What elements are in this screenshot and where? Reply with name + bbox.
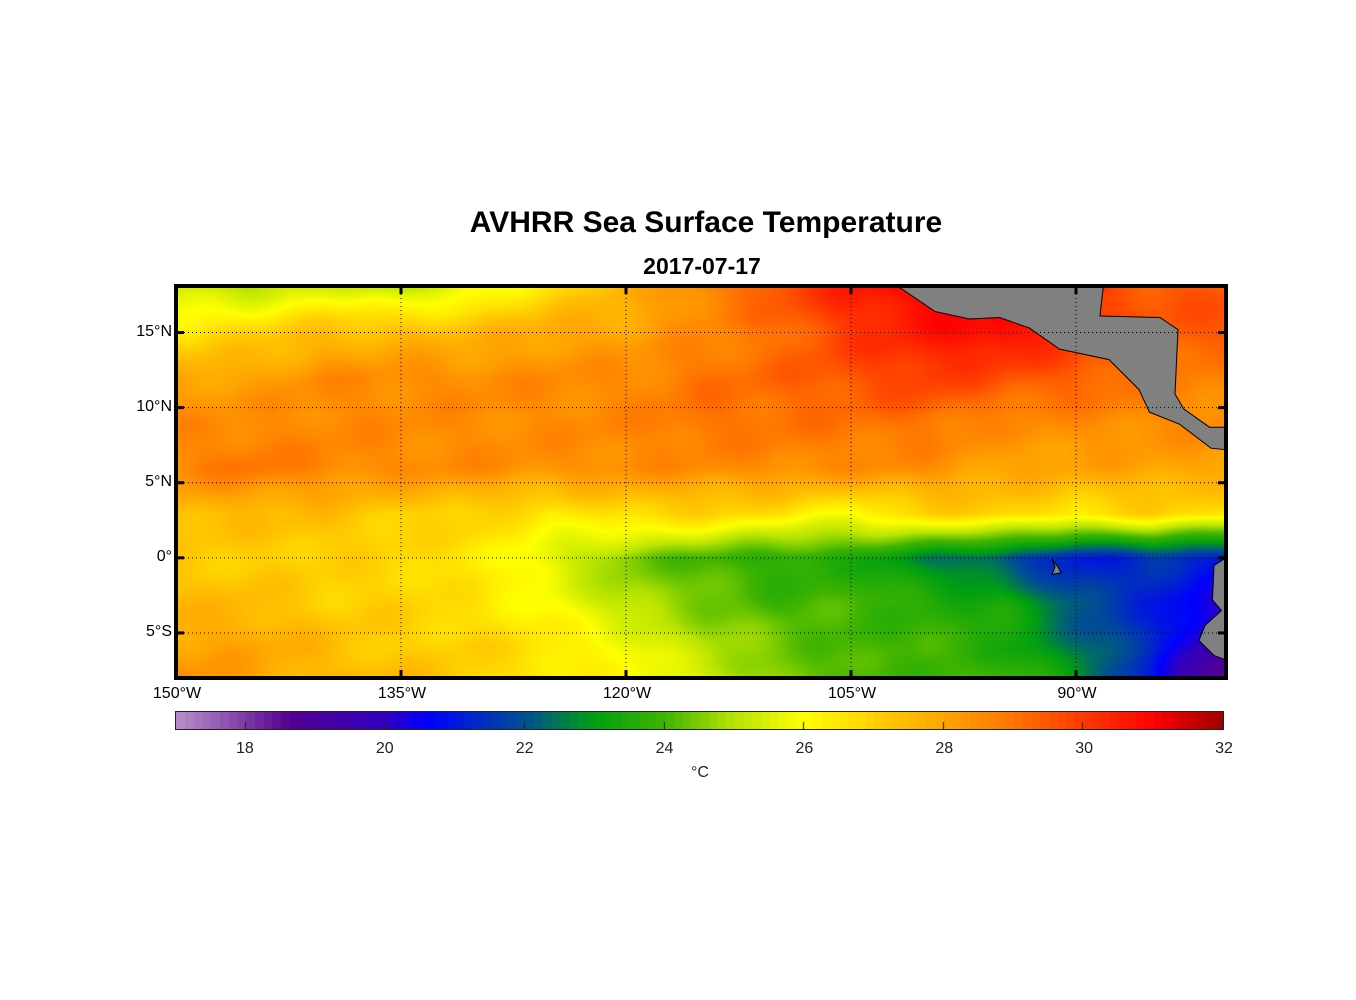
- x-tick-label: 90°W: [1057, 685, 1097, 702]
- colorbar-tick-label: 18: [236, 740, 254, 757]
- colorbar-tick-label: 26: [795, 740, 814, 757]
- land-central-america: [895, 285, 1227, 451]
- x-tick-label: 150°W: [152, 685, 202, 702]
- x-tick-label: 135°W: [377, 685, 427, 702]
- y-tick-label: 5°N: [145, 472, 172, 490]
- colorbar-unit-label: °C: [691, 764, 709, 781]
- y-tick-label: 5°S: [146, 622, 172, 640]
- colorbar-tick-label: 30: [1075, 740, 1094, 757]
- colorbar-tick-label: 22: [515, 740, 534, 757]
- map-overlay: [174, 284, 1228, 680]
- land-galapagos: [1051, 558, 1062, 576]
- colorbar-tick-label: 28: [935, 740, 954, 757]
- x-tick-label: 120°W: [602, 685, 652, 702]
- colorbar-tick-label: 24: [655, 740, 674, 757]
- y-tick-label: 10°N: [136, 397, 172, 415]
- colorbar: [175, 711, 1224, 730]
- colorbar-gradient: [176, 712, 1223, 729]
- colorbar-tick-label: 32: [1215, 740, 1233, 757]
- y-tick-label: 0°: [156, 547, 172, 565]
- map-area: [174, 284, 1228, 680]
- y-tick-label: 15°N: [136, 322, 172, 340]
- sst-heatmap: [176, 286, 1226, 678]
- colorbar-tick-label: 20: [375, 740, 394, 757]
- chart-title: AVHRR Sea Surface Temperature: [469, 206, 943, 239]
- x-tick-label: 105°W: [827, 685, 877, 702]
- chart-subtitle: 2017-07-17: [643, 253, 761, 279]
- land-south-america: [1198, 556, 1227, 661]
- map-frame: [174, 284, 1228, 680]
